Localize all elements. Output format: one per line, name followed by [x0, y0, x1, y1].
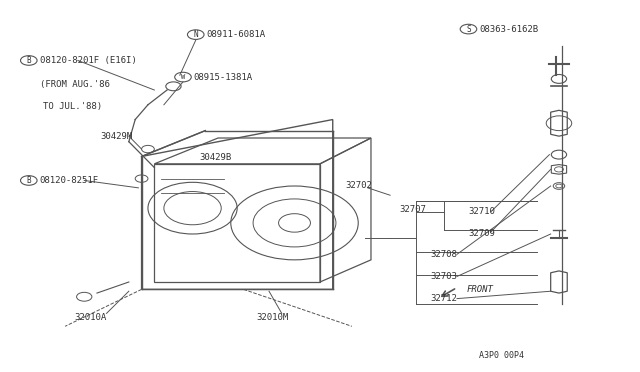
Text: 08120-8201F (E16I): 08120-8201F (E16I) — [40, 56, 136, 65]
Text: 32703: 32703 — [430, 272, 457, 281]
Text: W: W — [181, 74, 185, 80]
Text: 32707: 32707 — [399, 205, 426, 215]
Text: 08120-8251F: 08120-8251F — [40, 176, 99, 185]
Text: 32010A: 32010A — [75, 312, 107, 321]
Text: B: B — [26, 176, 31, 185]
Text: 32708: 32708 — [430, 250, 457, 259]
Text: 08915-1381A: 08915-1381A — [194, 73, 253, 81]
Text: FRONT: FRONT — [467, 285, 493, 294]
Text: 08911-6081A: 08911-6081A — [207, 30, 266, 39]
Text: 32712: 32712 — [430, 294, 457, 303]
Text: TO JUL.'88): TO JUL.'88) — [43, 102, 102, 111]
Text: 32702: 32702 — [346, 182, 372, 190]
Text: 32710: 32710 — [468, 207, 495, 217]
Text: B: B — [26, 56, 31, 65]
Text: 32709: 32709 — [468, 230, 495, 238]
Text: A3P0 00P4: A3P0 00P4 — [479, 351, 524, 360]
Text: 30429B: 30429B — [199, 153, 231, 162]
Text: (FROM AUG.'86: (FROM AUG.'86 — [40, 80, 109, 89]
Text: N: N — [193, 30, 198, 39]
Text: 08363-6162B: 08363-6162B — [479, 25, 538, 33]
Text: 32010M: 32010M — [256, 312, 289, 321]
Text: S: S — [466, 25, 471, 33]
Text: 30429M: 30429M — [100, 132, 132, 141]
